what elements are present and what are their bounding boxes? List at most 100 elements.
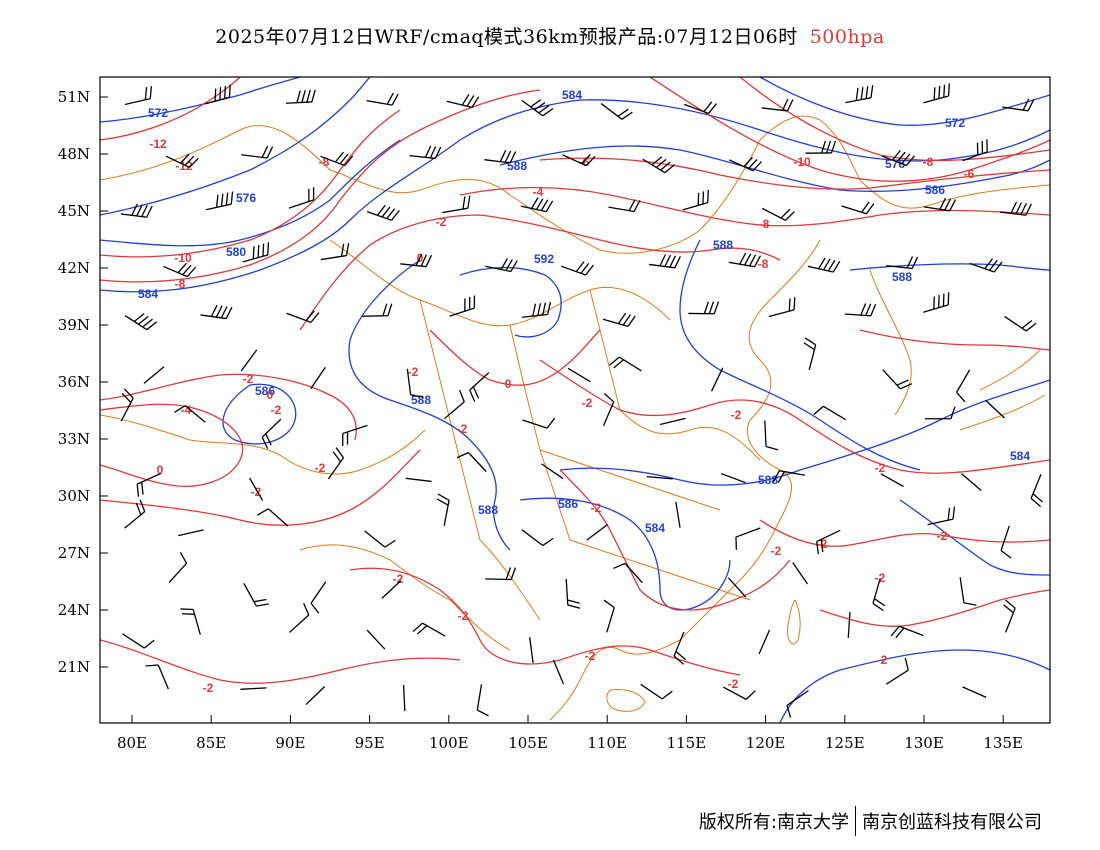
wind-barb (521, 99, 554, 117)
temp-label: -8 (319, 155, 330, 169)
yunnan-boundary (299, 544, 511, 651)
temp-label: -2 (731, 408, 742, 422)
wind-barb (485, 567, 517, 581)
wind-barb (882, 369, 913, 390)
wind-barb (342, 424, 368, 447)
temp-label: -6 (579, 155, 590, 169)
temp-minus2-north (299, 214, 781, 331)
wind-barb (521, 302, 552, 318)
wind-barb (409, 145, 442, 160)
height-label: 572 (148, 106, 168, 120)
height-contours (100, 77, 1050, 723)
coastline (549, 239, 821, 721)
wind-barb (613, 562, 643, 584)
wind-barb (602, 393, 615, 427)
temp-label: -2 (251, 485, 262, 499)
lat-label: 39N (58, 316, 90, 334)
wind-barb (872, 578, 886, 612)
wind-barb (927, 506, 956, 526)
temp-minus10 (100, 109, 401, 258)
lon-label: 90E (275, 734, 305, 752)
wind-barb (168, 551, 188, 583)
wind-barb (529, 637, 534, 664)
temp-minus2-central (539, 359, 1050, 474)
temp-label: -2 (315, 461, 326, 475)
lat-label: 48N (58, 145, 90, 163)
wind-barb (124, 313, 158, 331)
contour-572-ne (759, 77, 1050, 126)
contour-580 (100, 139, 401, 247)
wind-barb (520, 197, 554, 213)
wind-barb (959, 577, 977, 606)
lat-label: 33N (58, 430, 90, 448)
wind-barb (124, 85, 153, 106)
contour-588-main (348, 259, 511, 551)
wind-barb (841, 201, 875, 215)
wind-barb (310, 581, 327, 614)
temp-minus2-south (559, 469, 791, 611)
temp-label: -10 (793, 155, 811, 169)
temp-minus6 (539, 157, 1050, 190)
wind-barb (449, 295, 476, 317)
wind-barb (675, 501, 681, 528)
temperature-contours (100, 77, 1050, 684)
wind-barb (124, 499, 146, 529)
contour-586-south (519, 497, 731, 611)
contour-572 (100, 77, 301, 123)
height-label: 586 (558, 497, 578, 511)
wind-barb (720, 472, 746, 484)
wind-barb (722, 686, 756, 700)
wind-barb (924, 406, 956, 420)
wind-barb (642, 156, 675, 174)
wind-barb (844, 303, 877, 317)
wind-barb (985, 399, 1006, 419)
temp-minus12 (100, 77, 241, 141)
temp-minus2-se (759, 519, 1050, 547)
temp-label: -8 (923, 155, 934, 169)
wind-barb (120, 388, 134, 422)
wind-barb (400, 253, 433, 268)
wind-barb (165, 153, 199, 169)
temp-minus2-sw (349, 567, 741, 676)
wind-barb (1000, 525, 1012, 559)
temp-label: -2 (728, 677, 739, 691)
wind-barb (180, 608, 201, 635)
interior-provinces (329, 239, 761, 621)
plot-frame (99, 76, 1051, 724)
wind-barb (204, 84, 231, 105)
wind-barb (646, 476, 673, 480)
wind-barb (586, 524, 608, 541)
wind-barb (243, 583, 269, 607)
temp-label: -2 (436, 215, 447, 229)
wind-barb (327, 447, 345, 480)
wind-barb (608, 199, 641, 213)
wind-barb (792, 562, 809, 585)
wind-barb (361, 303, 393, 317)
title-main: 2025年07月12日WRF/cmaq模式36km预报产品:07月12日06时 (215, 26, 798, 48)
lat-label: 36N (58, 373, 90, 391)
wind-barb (683, 101, 717, 115)
lat-label: 30N (58, 487, 90, 505)
temp-label: -2 (771, 544, 782, 558)
wind-barb (640, 683, 673, 700)
lat-label: 27N (58, 544, 90, 562)
wind-barb (120, 203, 153, 218)
wind-barb (320, 151, 354, 167)
lon-label: 120E (746, 734, 786, 752)
wind-barb (484, 149, 517, 164)
wind-barb (521, 529, 554, 547)
temp-minus8-west (100, 89, 541, 283)
wind-barb (122, 633, 155, 649)
wind-barb (886, 256, 919, 270)
temp-minus4-north (459, 186, 1050, 227)
temp-label: -2 (393, 572, 404, 586)
wind-barb (969, 258, 1003, 273)
wind-barb (442, 195, 471, 214)
height-label: 588 (411, 393, 431, 407)
height-label: 572 (945, 116, 965, 130)
contour-584-south (559, 379, 1050, 486)
wind-barb (609, 356, 642, 372)
lon-label: 130E (904, 734, 944, 752)
wind-barb (762, 207, 795, 221)
wind-barb (249, 477, 264, 501)
